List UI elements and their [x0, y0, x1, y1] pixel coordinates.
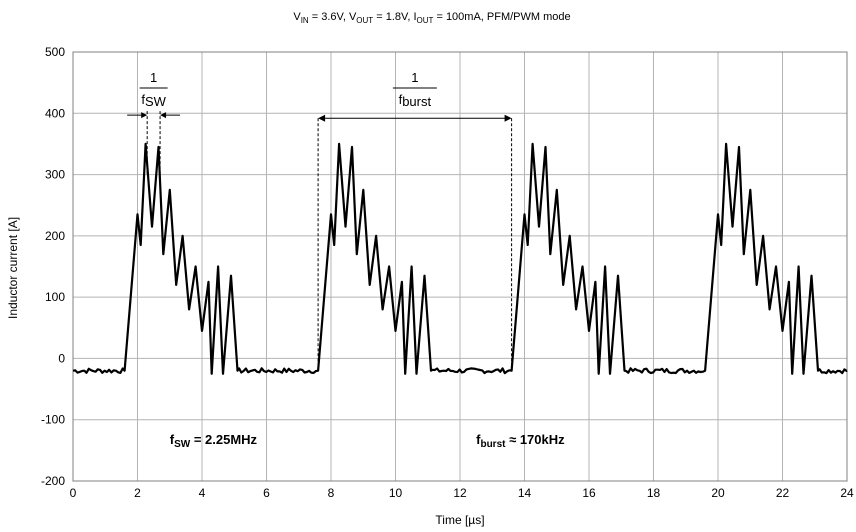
- x-tick-label: 2: [134, 486, 141, 500]
- y-tick-label: 400: [45, 106, 65, 120]
- y-axis-label: Inductor current [A]: [6, 217, 20, 319]
- y-tick-label: 100: [45, 290, 65, 304]
- x-axis-ticks: 0 2 4 6 8 10 12 14 16 18 20 22 24: [70, 486, 854, 500]
- y-tick-label: -100: [41, 413, 65, 427]
- y-tick-label: 200: [45, 229, 65, 243]
- fsw-value-label: fSW = 2.25MHz: [170, 432, 258, 450]
- fsw-fraction-denominator: fSW: [141, 92, 166, 109]
- x-tick-label: 6: [263, 486, 270, 500]
- y-tick-label: 300: [45, 168, 65, 182]
- x-tick-label: 20: [711, 486, 725, 500]
- plot-area-frame: [72, 51, 848, 482]
- x-tick-label: 16: [582, 486, 596, 500]
- fsw-arrowhead-left: [141, 112, 148, 119]
- chart-title: VIN = 3.6V, VOUT = 1.8V, IOUT = 100mA, P…: [293, 11, 570, 25]
- fburst-arrowhead-right: [504, 114, 512, 122]
- x-tick-label: 14: [518, 486, 532, 500]
- x-tick-label: 10: [389, 486, 403, 500]
- x-tick-label: 12: [453, 486, 467, 500]
- x-tick-label: 4: [199, 486, 206, 500]
- inductor-current-trace: [72, 142, 848, 375]
- fsw-arrowhead-right: [160, 112, 167, 119]
- y-tick-label: 500: [45, 45, 65, 59]
- annotations: 1 fSW 1 fburst fSW = 2.25MHz fburst ≈ 170kHz: [127, 70, 565, 450]
- x-tick-label: 18: [647, 486, 661, 500]
- fburst-value-label: fburst ≈ 170kHz: [476, 432, 565, 450]
- x-tick-label: 8: [328, 486, 335, 500]
- x-axis-label: Time [µs]: [435, 513, 484, 527]
- y-tick-label: -200: [41, 474, 65, 488]
- fsw-fraction-numerator: 1: [150, 70, 157, 85]
- x-tick-label: 0: [70, 486, 77, 500]
- x-tick-label: 22: [776, 486, 790, 500]
- fburst-fraction-denominator: fburst: [399, 92, 432, 109]
- grid-lines: [73, 52, 847, 481]
- fburst-fraction-numerator: 1: [411, 70, 418, 85]
- y-axis-ticks: 500 400 300 200 100 0 -100 -200: [41, 45, 65, 488]
- fburst-arrowhead-left: [318, 114, 326, 122]
- x-tick-label: 24: [840, 486, 854, 500]
- y-tick-label: 0: [58, 351, 65, 365]
